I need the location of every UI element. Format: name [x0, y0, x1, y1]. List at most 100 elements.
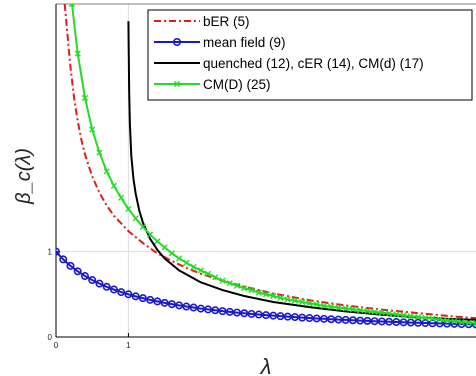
- series-3-point-56: [472, 319, 476, 327]
- series-3-point-35: [320, 302, 328, 309]
- series-1-point-48: [399, 318, 408, 327]
- series-3-point-17: [190, 263, 197, 271]
- y-tick-label-0: 0: [48, 333, 53, 342]
- series-1-point-44: [370, 317, 379, 326]
- legend: bER (5) mean field (9) quenched (12), cER …: [147, 9, 473, 101]
- series-1-point-20: [196, 304, 205, 313]
- series-3-point-27: [262, 291, 270, 298]
- series-3-point-53: [451, 318, 458, 325]
- series-1-point-52: [428, 319, 437, 328]
- series-1-point-56: [457, 320, 466, 329]
- series-1-point-6: [95, 279, 104, 288]
- series-1-point-13: [146, 295, 155, 304]
- series-1-point-50: [414, 318, 423, 327]
- series-1-point-28: [254, 310, 263, 319]
- series-1-point-57: [464, 320, 473, 329]
- series-1-point-1: [59, 255, 68, 264]
- series-3-point-45: [393, 311, 400, 318]
- series-3-point-33: [306, 300, 313, 307]
- series-1-point-29: [261, 311, 270, 320]
- legend-label-0: bER (5): [203, 14, 250, 29]
- y-tick-label-1: 1: [48, 248, 53, 257]
- series-1-point-37: [319, 314, 328, 323]
- series-3-point-26: [255, 289, 262, 296]
- series-1-point-40: [341, 315, 350, 324]
- series-3-point-50: [429, 315, 436, 322]
- series-line-0: [63, 4, 476, 320]
- series-3-point-21: [219, 277, 226, 284]
- series-3-point-25: [248, 286, 255, 294]
- series-1-point-47: [392, 318, 401, 327]
- series-3-point-12: [154, 238, 161, 245]
- series-1-point-33: [290, 313, 299, 322]
- series-3-point-47: [407, 312, 414, 320]
- series-1-point-4: [80, 272, 89, 281]
- series-1-point-43: [363, 316, 372, 325]
- legend-box: [147, 9, 473, 101]
- x-axis-label: λ: [260, 354, 272, 376]
- series-1-point-25: [233, 308, 242, 317]
- series-1-point-9: [117, 288, 126, 297]
- plot-series: [56, 4, 476, 329]
- series-1-point-31: [276, 312, 285, 321]
- series-3-point-23: [233, 282, 241, 289]
- legend-label-2: quenched (12), cER (14), CM(d) (17): [203, 56, 424, 71]
- series-1-point-27: [247, 309, 256, 318]
- series-3-point-7: [118, 194, 125, 201]
- series-1-point-46: [385, 317, 394, 326]
- series-1-point-41: [348, 316, 357, 325]
- series-1-point-7: [102, 282, 111, 291]
- tick-labels: 0 1 0 1: [48, 248, 132, 350]
- series-1-point-49: [406, 318, 415, 327]
- series-3-point-0: [68, 4, 76, 8]
- series-3-point-3: [89, 126, 96, 133]
- y-axis-label: β_c(λ): [13, 148, 35, 205]
- series-3-point-31: [291, 297, 299, 304]
- series-1-point-32: [283, 312, 292, 321]
- series-1-point-22: [211, 306, 220, 315]
- series-1-point-16: [167, 300, 176, 309]
- series-3-point-52: [443, 317, 451, 324]
- series-3-point-36: [328, 303, 335, 310]
- series-1-point-51: [421, 318, 430, 327]
- series-3-point-5: [103, 168, 110, 175]
- series-1-point-0: [56, 247, 60, 256]
- series-1-point-45: [377, 317, 386, 326]
- series-3-point-6: [110, 182, 118, 189]
- series-1-point-11: [131, 292, 140, 301]
- series-1-point-2: [66, 261, 75, 270]
- series-1-point-34: [298, 313, 307, 322]
- series-1-point-35: [305, 314, 314, 323]
- legend-label-3: CM(D) (25): [203, 77, 271, 92]
- series-3-point-19: [204, 270, 212, 277]
- series-3-point-18: [197, 267, 204, 274]
- series-3-point-20: [212, 274, 219, 281]
- series-3-point-10: [139, 223, 146, 230]
- series-3-point-48: [414, 313, 422, 321]
- series-1-point-24: [225, 307, 234, 316]
- legend-marker-3: [173, 80, 181, 88]
- series-3-point-9: [132, 215, 139, 222]
- series-3-point-40: [357, 307, 364, 314]
- series-1-point-12: [138, 294, 147, 303]
- series-3-point-16: [183, 259, 190, 266]
- series-1-point-23: [218, 307, 227, 316]
- series-3-point-13: [161, 244, 168, 251]
- series-1-point-10: [124, 290, 133, 299]
- series-3-point-8: [125, 205, 132, 213]
- series-3-point-51: [436, 316, 443, 323]
- x-tick-label-1: 1: [126, 341, 131, 350]
- legend-marker-1: [173, 37, 182, 46]
- series-1-point-5: [88, 276, 97, 285]
- series-1-point-42: [356, 316, 365, 325]
- series-3-point-34: [313, 301, 320, 308]
- series-3-point-38: [342, 305, 349, 312]
- series-3-point-4: [96, 149, 103, 156]
- series-3-point-14: [168, 250, 175, 257]
- series-1-point-15: [160, 298, 169, 307]
- series-1-point-19: [189, 303, 198, 312]
- series-1-point-36: [312, 314, 321, 323]
- series-3-point-15: [176, 255, 183, 262]
- series-3-point-41: [364, 307, 371, 315]
